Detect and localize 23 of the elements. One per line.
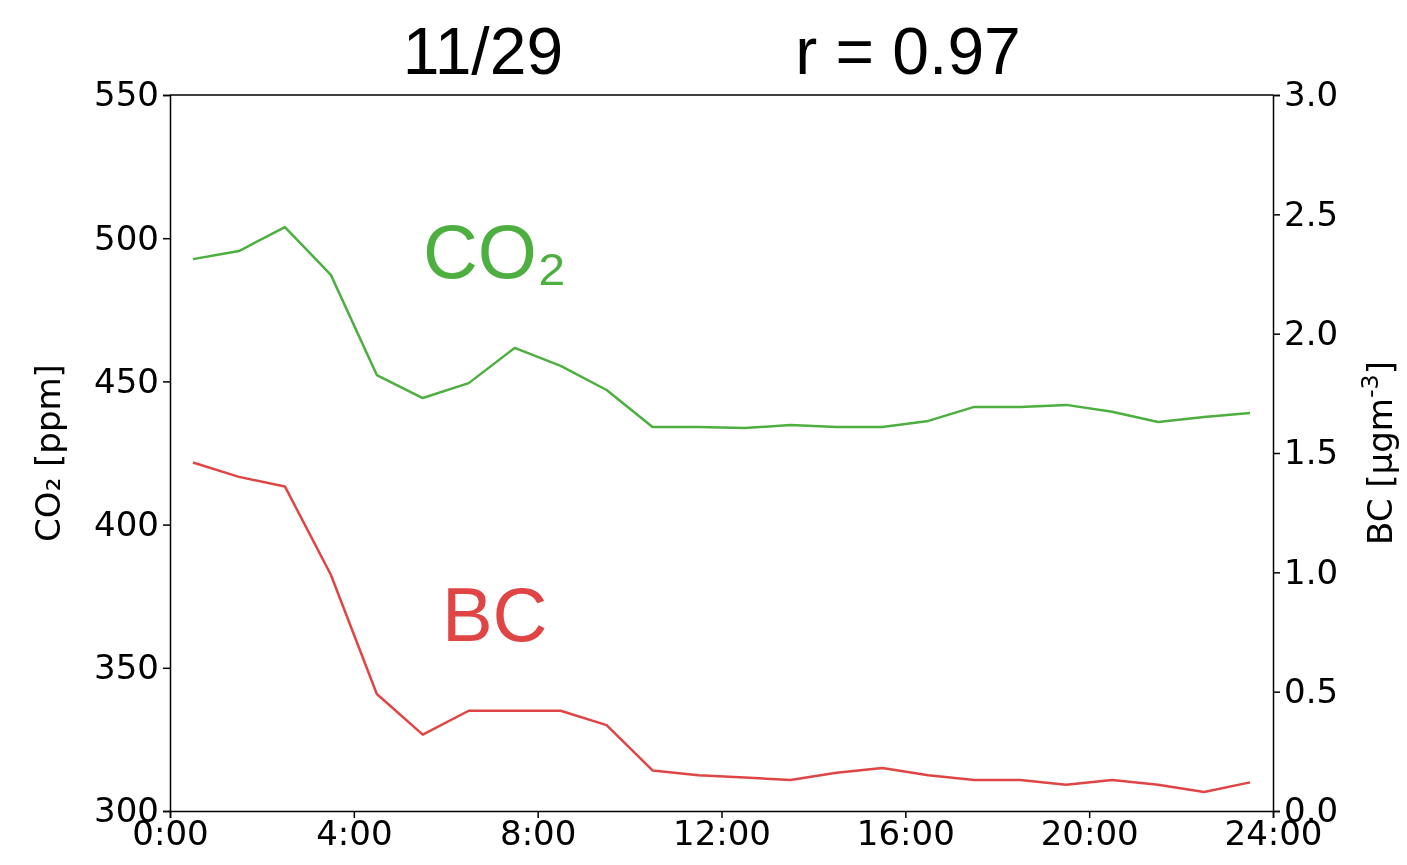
y2-tick-label: 0.5 xyxy=(1284,671,1339,712)
y2-tick-label: 2.5 xyxy=(1284,193,1339,234)
y-tick-label: 550 xyxy=(94,74,159,115)
y-tick-label: 400 xyxy=(94,503,159,544)
x-tick-label: 4:00 xyxy=(316,813,393,854)
x-tick-label: 12:00 xyxy=(673,813,771,854)
text: r = 0.97 xyxy=(795,14,1021,88)
y-tick-label: 500 xyxy=(94,217,159,258)
line-series xyxy=(191,461,1252,794)
chart-title: 11/29 xyxy=(402,14,564,88)
y2-tick-label: 1.0 xyxy=(1284,551,1339,592)
series-label: CO₂ xyxy=(422,208,567,294)
x-tick-label: 8:00 xyxy=(499,813,577,854)
series-label: BC xyxy=(441,571,548,657)
y2-tick-label: 3.0 xyxy=(1284,74,1339,115)
x-tick-label: 20:00 xyxy=(1040,813,1139,854)
y-tick-label: 450 xyxy=(94,360,159,401)
line-series xyxy=(191,225,1252,430)
y2-tick-label: 1.5 xyxy=(1284,432,1339,473)
y2-tick-label: 2.0 xyxy=(1284,313,1339,354)
y-axis-title: CO₂ [ppm] xyxy=(28,364,68,542)
y-tick-label: 350 xyxy=(94,647,159,688)
x-tick-label: 16:00 xyxy=(856,813,955,854)
